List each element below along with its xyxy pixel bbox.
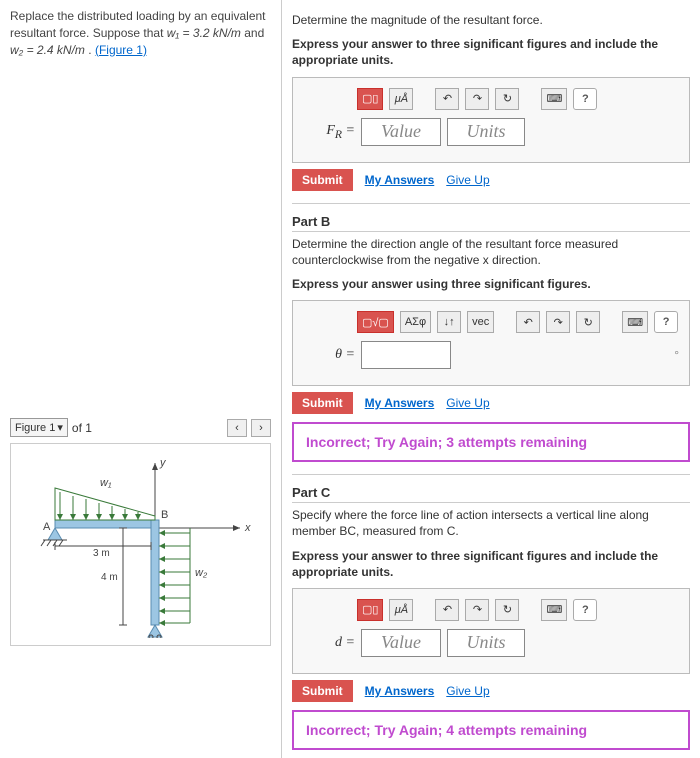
figure-next-button[interactable]: ›	[251, 419, 271, 437]
reset-icon[interactable]: ↻	[495, 599, 519, 621]
units-icon[interactable]: μÅ	[389, 88, 413, 110]
greek-icon[interactable]: ΑΣφ	[400, 311, 431, 333]
keyboard-icon[interactable]: ⌨	[622, 311, 648, 333]
part-c-my-answers-link[interactable]: My Answers	[365, 684, 435, 698]
template-icon[interactable]: ▢√▢	[357, 311, 394, 333]
node-a-label: A	[43, 521, 51, 533]
figure-prev-button[interactable]: ‹	[227, 419, 247, 437]
part-b-value-input[interactable]	[361, 341, 451, 369]
part-c-question: Specify where the force line of action i…	[292, 507, 690, 539]
w2-label: w₂	[195, 567, 208, 579]
redo-icon[interactable]: ↷	[465, 599, 489, 621]
part-a-question: Determine the magnitude of the resultant…	[292, 12, 690, 28]
undo-icon[interactable]: ↶	[435, 88, 459, 110]
figure-link[interactable]: (Figure 1)	[95, 43, 147, 57]
sort-icon[interactable]: ↓↑	[437, 311, 461, 333]
part-b-label: θ =	[323, 347, 355, 363]
part-a-give-up-link[interactable]: Give Up	[446, 173, 489, 187]
part-a-instructions: Express your answer to three significant…	[292, 36, 690, 68]
problem-statement: Replace the distributed loading by an eq…	[10, 8, 271, 58]
problem-w2: w₂ = 2.4 kN/m	[10, 43, 85, 57]
figure-1: x y	[10, 443, 271, 646]
part-c-units-input[interactable]: Units	[447, 629, 525, 657]
part-a-answer-box: ▢▯ μÅ ↶ ↷ ↻ ⌨ ? FR = Value Units	[292, 77, 690, 163]
figure-selector-label: Figure 1	[15, 422, 55, 434]
part-c-instructions: Express your answer to three significant…	[292, 548, 690, 580]
help-icon[interactable]: ?	[573, 599, 597, 621]
help-icon[interactable]: ?	[573, 88, 597, 110]
part-c-submit-button[interactable]: Submit	[292, 680, 353, 702]
undo-icon[interactable]: ↶	[435, 599, 459, 621]
dim-4m: 4 m	[101, 572, 118, 583]
units-icon[interactable]: μÅ	[389, 599, 413, 621]
problem-and: and	[244, 26, 264, 40]
part-b-question: Determine the direction angle of the res…	[292, 236, 690, 268]
part-c-heading: Part C	[292, 485, 690, 503]
part-b-heading: Part B	[292, 214, 690, 232]
part-b-answer-box: ▢√▢ ΑΣφ ↓↑ vec ↶ ↷ ↻ ⌨ ? θ = °	[292, 300, 690, 386]
figure-of-text: of 1	[72, 421, 92, 435]
degree-symbol: °	[674, 348, 679, 362]
dropdown-icon: ▾	[57, 421, 63, 434]
part-a-my-answers-link[interactable]: My Answers	[365, 173, 435, 187]
redo-icon[interactable]: ↷	[465, 88, 489, 110]
vec-icon[interactable]: vec	[467, 311, 494, 333]
part-c-answer-box: ▢▯ μÅ ↶ ↷ ↻ ⌨ ? d = Value Units	[292, 588, 690, 674]
part-c-give-up-link[interactable]: Give Up	[446, 684, 489, 698]
help-icon[interactable]: ?	[654, 311, 678, 333]
part-c-feedback: Incorrect; Try Again; 4 attempts remaini…	[292, 710, 690, 750]
keyboard-icon[interactable]: ⌨	[541, 88, 567, 110]
part-b-submit-button[interactable]: Submit	[292, 392, 353, 414]
problem-w1: w₁ = 3.2 kN/m	[167, 26, 241, 40]
keyboard-icon[interactable]: ⌨	[541, 599, 567, 621]
part-b-feedback: Incorrect; Try Again; 3 attempts remaini…	[292, 422, 690, 462]
part-c-label: d =	[323, 635, 355, 651]
problem-suffix: .	[88, 43, 95, 57]
w1-label: w₁	[100, 477, 112, 489]
part-a-label: FR =	[323, 123, 355, 141]
template-icon[interactable]: ▢▯	[357, 88, 383, 110]
dim-3m: 3 m	[93, 548, 110, 559]
redo-icon[interactable]: ↷	[546, 311, 570, 333]
undo-icon[interactable]: ↶	[516, 311, 540, 333]
part-b-give-up-link[interactable]: Give Up	[446, 396, 489, 410]
reset-icon[interactable]: ↻	[495, 88, 519, 110]
reset-icon[interactable]: ↻	[576, 311, 600, 333]
part-b-my-answers-link[interactable]: My Answers	[365, 396, 435, 410]
x-axis-label: x	[244, 522, 251, 534]
template-icon[interactable]: ▢▯	[357, 599, 383, 621]
part-a-value-input[interactable]: Value	[361, 118, 441, 146]
part-b-instructions: Express your answer using three signific…	[292, 276, 690, 292]
y-axis-label: y	[159, 457, 167, 469]
node-b-label: B	[161, 509, 168, 521]
part-c-value-input[interactable]: Value	[361, 629, 441, 657]
part-a-units-input[interactable]: Units	[447, 118, 525, 146]
figure-selector[interactable]: Figure 1 ▾	[10, 418, 68, 437]
part-a-submit-button[interactable]: Submit	[292, 169, 353, 191]
